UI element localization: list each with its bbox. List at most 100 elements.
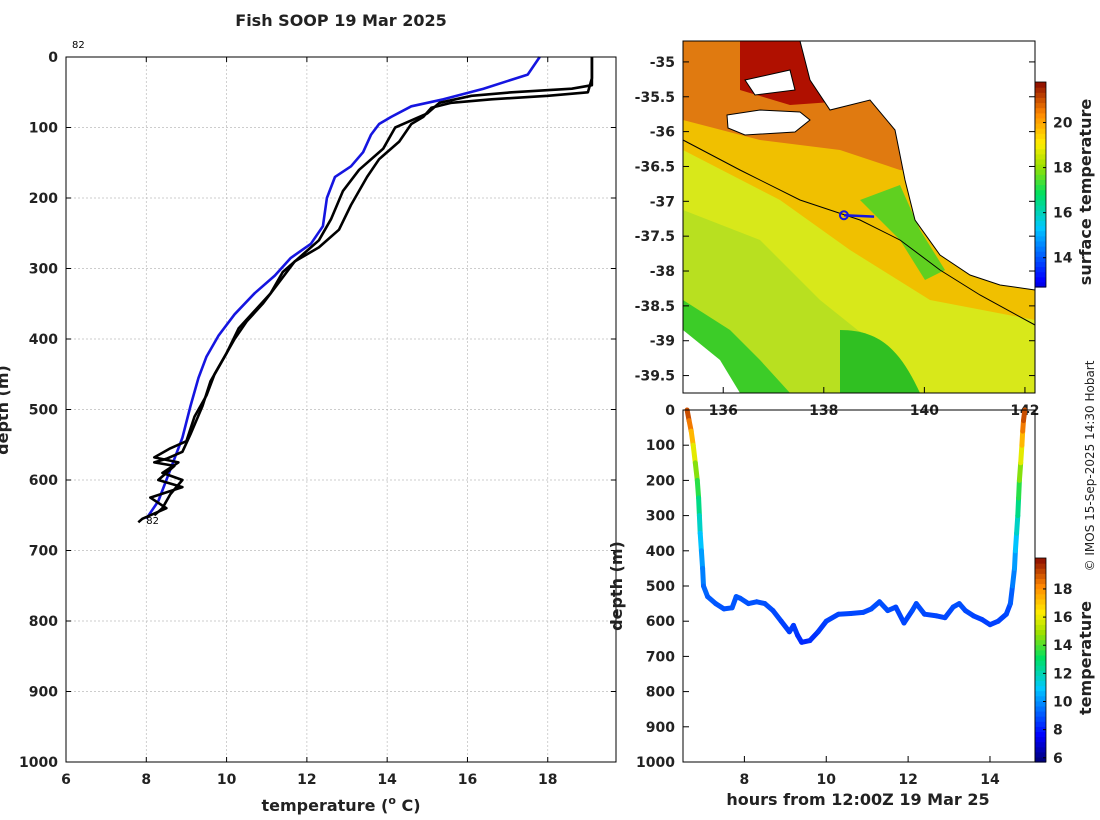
temperature-colorbar-segment (1035, 558, 1046, 564)
sst-colorbar-segment (1035, 174, 1046, 180)
depth-time-y-tick-label: 200 (646, 473, 675, 489)
sst-colorbar-segment (1035, 107, 1046, 114)
sst-map-y-tick-label: -36 (650, 125, 675, 141)
sst-colorbar-segment (1035, 215, 1046, 221)
profile-x-tick-label: 18 (538, 772, 557, 788)
profile-x-tick-label: 14 (377, 772, 397, 788)
depth-time-segment (696, 513, 703, 536)
sst-colorbar-segment (1035, 82, 1046, 88)
sst-colorbar-segment (1035, 102, 1046, 109)
profile-y-tick-label: 500 (29, 403, 58, 419)
temperature-colorbar: 6 8 10 12 14 16 18 (1034, 557, 1073, 767)
profile-x-tick-label: 8 (141, 772, 151, 788)
temperature-colorbar-segment (1035, 665, 1046, 671)
profile-y-tick-label: 600 (29, 473, 58, 489)
sst-colorbar-segment (1035, 169, 1046, 175)
temperature-colorbar-tick-label: 14 (1053, 638, 1073, 654)
temperature-colorbar-segment (1035, 568, 1046, 574)
temperature-colorbar-segment (1035, 603, 1046, 610)
temperature-colorbar-segment (1035, 588, 1046, 595)
sst-colorbar-segment (1035, 138, 1046, 145)
sst-colorbar-segment (1035, 230, 1046, 237)
sst-map-y-tick-label: -35.5 (635, 90, 675, 106)
profile-x-label: temperature (o C) (261, 794, 420, 815)
depth-time-y-tick-label: 1000 (636, 755, 675, 771)
temperature-colorbar-segment (1035, 756, 1046, 763)
temperature-colorbar-segment (1035, 746, 1046, 753)
sst-colorbar-frame (1034, 81, 1047, 288)
temperature-colorbar-segment (1035, 563, 1046, 569)
depth-time-segment (1012, 530, 1020, 554)
temperature-colorbar-segment (1035, 634, 1046, 641)
sst-map-track-line (843, 214, 875, 218)
depth-time-segment (697, 530, 704, 554)
profile-y-tick-label: 800 (29, 614, 58, 630)
sst-colorbar-segment (1035, 164, 1046, 170)
profile-series-profile-black-2 (153, 57, 594, 517)
depth-time-y-tick-label: 600 (646, 614, 675, 630)
profile-x-tick-label: 12 (297, 772, 316, 788)
profile-x-tick-label: 10 (217, 772, 237, 788)
sst-colorbar-segment (1035, 123, 1046, 129)
sst-colorbar-segment (1035, 266, 1046, 273)
credit-text: © IMOS 15-Sep-2025 14:30 Hobart (1083, 360, 1097, 571)
temperature-colorbar-segment (1035, 736, 1046, 743)
profile-annotation: 82 (146, 516, 159, 527)
temperature-colorbar-segment (1035, 598, 1046, 605)
depth-time-x-tick-label: 14 (980, 772, 1000, 788)
profile-x-label-main: temperature ( (261, 796, 388, 815)
sst-map-y-tick-label: -37 (650, 194, 675, 210)
temperature-colorbar-segment (1035, 705, 1046, 712)
sst-colorbar-segment (1035, 158, 1046, 165)
depth-time-x-tick-label: 10 (817, 772, 837, 788)
profile-y-tick-label: 400 (29, 332, 58, 348)
temperature-colorbar-segment (1035, 624, 1046, 630)
figure-title: Fish SOOP 19 Mar 2025 (235, 11, 446, 30)
sst-colorbar-segment (1035, 189, 1046, 196)
sst-colorbar-segment (1035, 133, 1046, 139)
temperature-colorbar-segment (1035, 614, 1046, 620)
sst-colorbar-segment (1035, 240, 1046, 247)
temperature-colorbar-segment (1035, 670, 1046, 676)
temperature-colorbar-segment (1035, 639, 1046, 646)
depth-time-segment (1021, 407, 1028, 424)
profile-x-tick-label: 6 (61, 772, 71, 788)
sst-map-land-island (726, 109, 811, 136)
profile-plot-area (66, 57, 616, 762)
sst-colorbar-segment (1035, 220, 1046, 227)
depth-time-x-label: hours from 12:00Z 19 Mar 25 (726, 790, 989, 809)
temperature-colorbar-tick-label: 6 (1053, 751, 1063, 767)
temperature-colorbar-tick-label: 10 (1053, 695, 1073, 711)
depth-time-y-ticks: 0 100 200 300 400 500 600 700 800 900 1000 (636, 403, 689, 771)
sst-colorbar-tick-label: 16 (1053, 206, 1072, 222)
temperature-colorbar-segment (1035, 716, 1046, 722)
depth-time-segment (698, 548, 706, 571)
profile-series-group (137, 56, 594, 524)
profile-x-label-sup: o (388, 794, 396, 807)
temperature-colorbar-label: temperature (1076, 601, 1095, 715)
temperature-colorbar-segment (1035, 751, 1046, 758)
sst-map-layers (683, 41, 1035, 393)
temperature-colorbar-segment (1035, 609, 1046, 615)
depth-time-segment (1015, 495, 1022, 519)
sst-colorbar-segment (1035, 235, 1046, 242)
sst-map-green-patch-2 (840, 330, 920, 393)
sst-map-y-tick-label: -38.5 (635, 299, 675, 315)
temperature-colorbar-segment (1035, 660, 1046, 666)
sst-map-y-tick-label: -37.5 (635, 229, 675, 245)
profile-y-tick-label: 900 (29, 685, 58, 701)
profile-y-ticks: 0 100 200 300 400 500 600 700 800 900 1000 (19, 50, 616, 771)
depth-time-y-tick-label: 300 (646, 509, 675, 525)
temperature-colorbar-segment (1035, 721, 1046, 727)
temperature-colorbar-segment (1035, 675, 1046, 681)
depth-time-y-tick-label: 500 (646, 579, 675, 595)
depth-time-y-tick-label: 100 (646, 438, 675, 454)
sst-map-x-tick-label: 140 (910, 403, 939, 419)
profile-series-profile-blue (145, 56, 541, 520)
sst-colorbar-segment (1035, 128, 1046, 134)
depth-time-x-ticks: 8 10 12 14 (740, 756, 1000, 788)
depth-time-y-label: depth (m) (607, 541, 626, 631)
sst-colorbar-tick-label: 14 (1053, 251, 1073, 267)
temperature-colorbar-segment (1035, 731, 1046, 738)
